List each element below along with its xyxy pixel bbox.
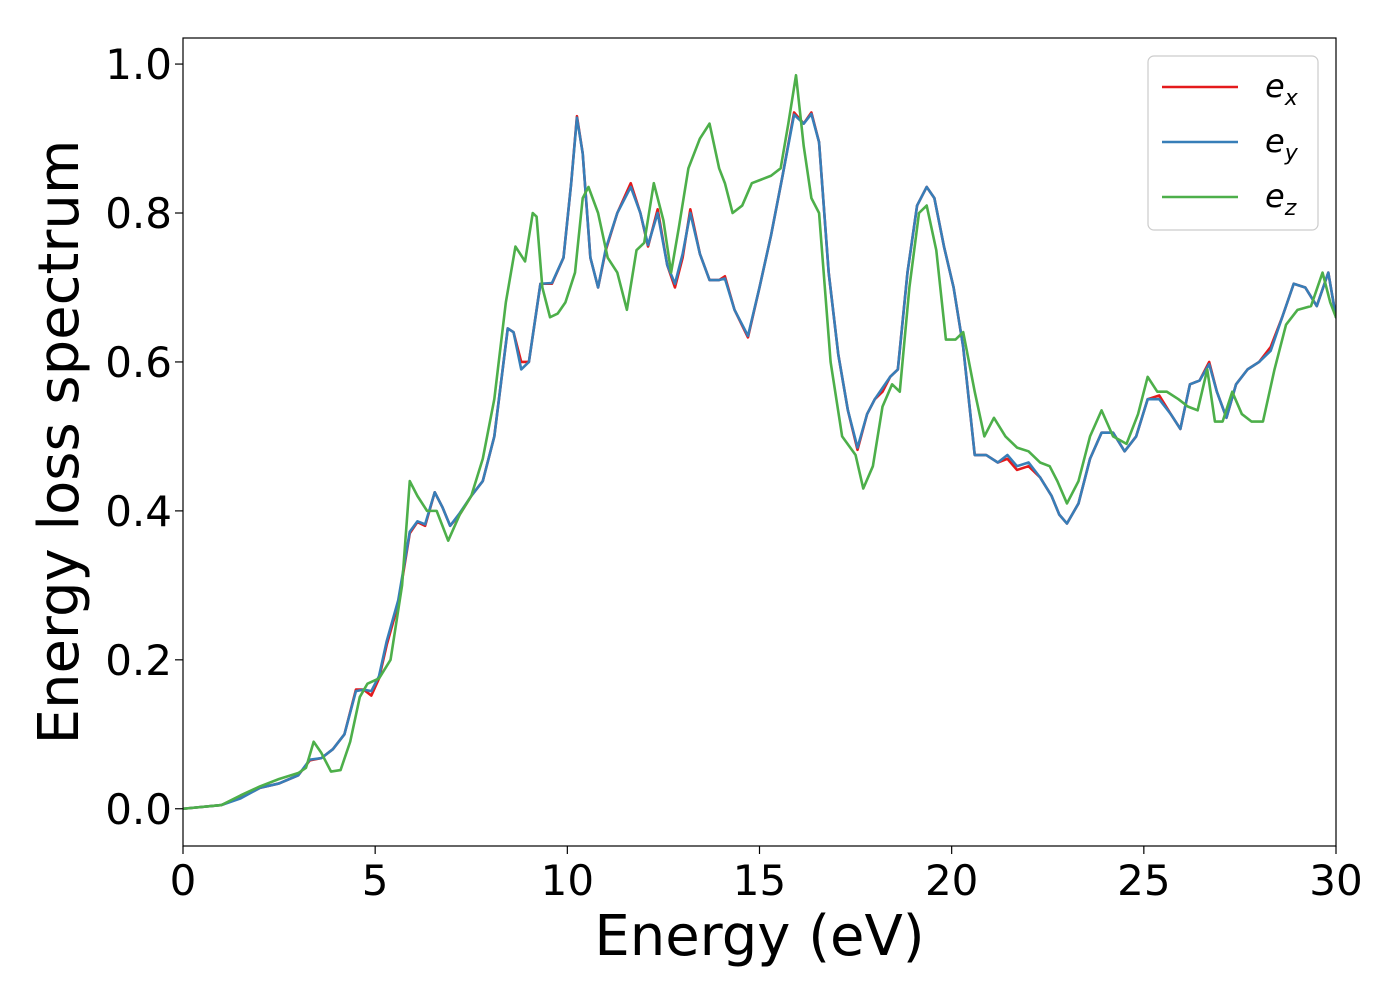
y-axis-label: Energy loss spectrum bbox=[27, 140, 92, 745]
legend-label-subscript: x bbox=[1284, 86, 1299, 111]
x-tick-label: 0 bbox=[170, 856, 197, 905]
legend-label-y: ey bbox=[1265, 122, 1299, 166]
y-tick-label: 0.0 bbox=[105, 785, 172, 834]
legend-label-z: ez bbox=[1265, 177, 1297, 221]
legend-label-base: e bbox=[1265, 177, 1285, 215]
y-tick-label: 0.8 bbox=[105, 189, 172, 238]
legend-label-subscript: z bbox=[1284, 196, 1297, 221]
x-tick-label: 10 bbox=[541, 856, 594, 905]
x-tick-label: 5 bbox=[362, 856, 389, 905]
x-axis: 0 5 10 15 20 25 30 bbox=[170, 846, 1363, 905]
legend-label-base: e bbox=[1265, 67, 1285, 105]
series-line-y bbox=[183, 112, 1336, 811]
series-layer bbox=[183, 73, 1336, 811]
legend-label-base: e bbox=[1265, 122, 1285, 160]
x-tick-label: 30 bbox=[1309, 856, 1362, 905]
x-axis-label: Energy (eV) bbox=[594, 904, 924, 969]
y-tick-label: 0.4 bbox=[105, 487, 172, 536]
legend-label-x: ex bbox=[1265, 67, 1299, 111]
series-line-z bbox=[183, 73, 1336, 811]
x-tick-label: 15 bbox=[733, 856, 786, 905]
y-tick-label: 0.6 bbox=[105, 338, 172, 387]
y-tick-label: 1.0 bbox=[105, 40, 172, 89]
x-tick-label: 25 bbox=[1117, 856, 1170, 905]
legend-label-subscript: y bbox=[1284, 141, 1299, 166]
y-tick-label: 0.2 bbox=[105, 636, 172, 685]
x-tick-label: 20 bbox=[925, 856, 978, 905]
y-axis: 0.0 0.2 0.4 0.6 0.8 1.0 bbox=[105, 40, 183, 834]
